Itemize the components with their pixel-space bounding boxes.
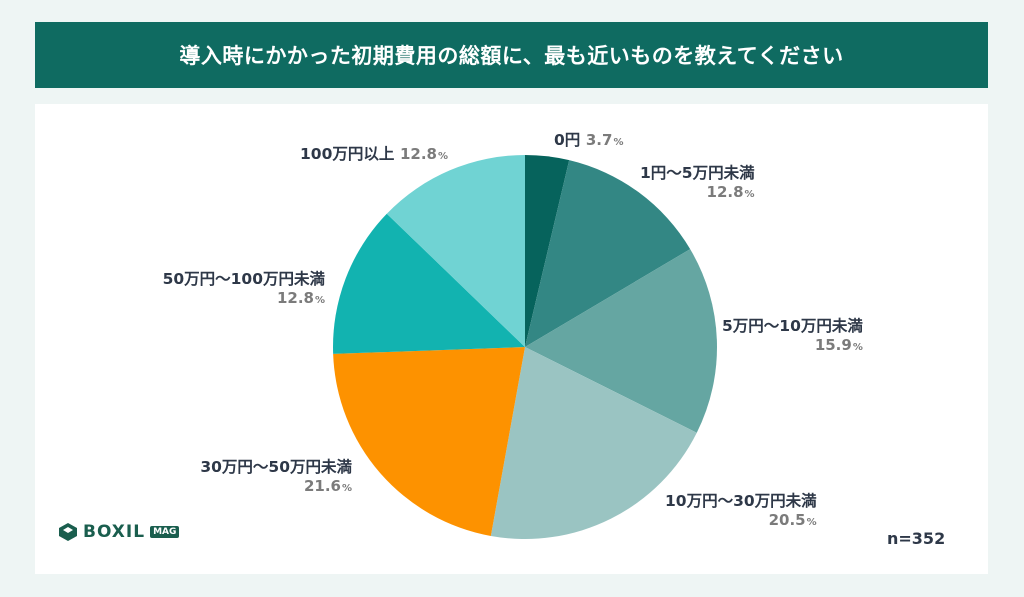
slice-0-name: 0円 xyxy=(554,131,581,149)
slice-label-2: 5万円〜10万円未満 15.9% xyxy=(722,317,863,355)
slice-3-name: 10万円〜30万円未満 xyxy=(665,492,817,510)
boxil-logo: BOXIL MAG xyxy=(58,522,180,542)
slice-label-5: 50万円〜100万円未満 12.8% xyxy=(163,270,325,308)
pie-slice-4 xyxy=(333,347,525,536)
pie-slice-3 xyxy=(490,347,697,540)
slice-4-name: 30万円〜50万円未満 xyxy=(200,458,352,476)
slice-3-value: 20.5% xyxy=(768,511,817,530)
logo-badge: MAG xyxy=(150,526,180,538)
sample-size: n=352 xyxy=(887,529,946,548)
slice-1-name: 1円〜5万円未満 xyxy=(640,164,755,182)
pie-slice-1 xyxy=(525,160,691,347)
pie-slice-2 xyxy=(525,249,717,433)
slice-6-name: 100万円以上 xyxy=(300,145,395,163)
pie-slice-6 xyxy=(386,155,525,347)
slice-label-1: 1円〜5万円未満 12.8% xyxy=(640,164,755,202)
slice-label-3: 10万円〜30万円未満 20.5% xyxy=(665,492,817,530)
slice-5-name: 50万円〜100万円未満 xyxy=(162,270,325,288)
slice-1-value: 12.8% xyxy=(706,183,755,202)
slice-2-name: 5万円〜10万円未満 xyxy=(722,317,863,335)
boxil-logo-icon xyxy=(59,523,77,541)
slice-label-6: 100万円以上 12.8% xyxy=(300,144,448,164)
slice-5-value: 12.8% xyxy=(276,289,325,308)
chart-title: 導入時にかかった初期費用の総額に、最も近いものを教えてください xyxy=(35,22,988,88)
pie-slice-0 xyxy=(525,155,570,347)
slice-4-value: 21.6% xyxy=(303,477,352,496)
slice-label-4: 30万円〜50万円未満 21.6% xyxy=(200,458,352,496)
pie-slice-5 xyxy=(333,213,525,354)
slice-6-value: 12.8% xyxy=(399,145,448,163)
logo-text: BOXIL xyxy=(83,522,146,542)
slice-0-value: 3.7% xyxy=(585,131,624,149)
slice-label-0: 0円 3.7% xyxy=(554,130,623,150)
slice-2-value: 15.9% xyxy=(814,336,863,355)
